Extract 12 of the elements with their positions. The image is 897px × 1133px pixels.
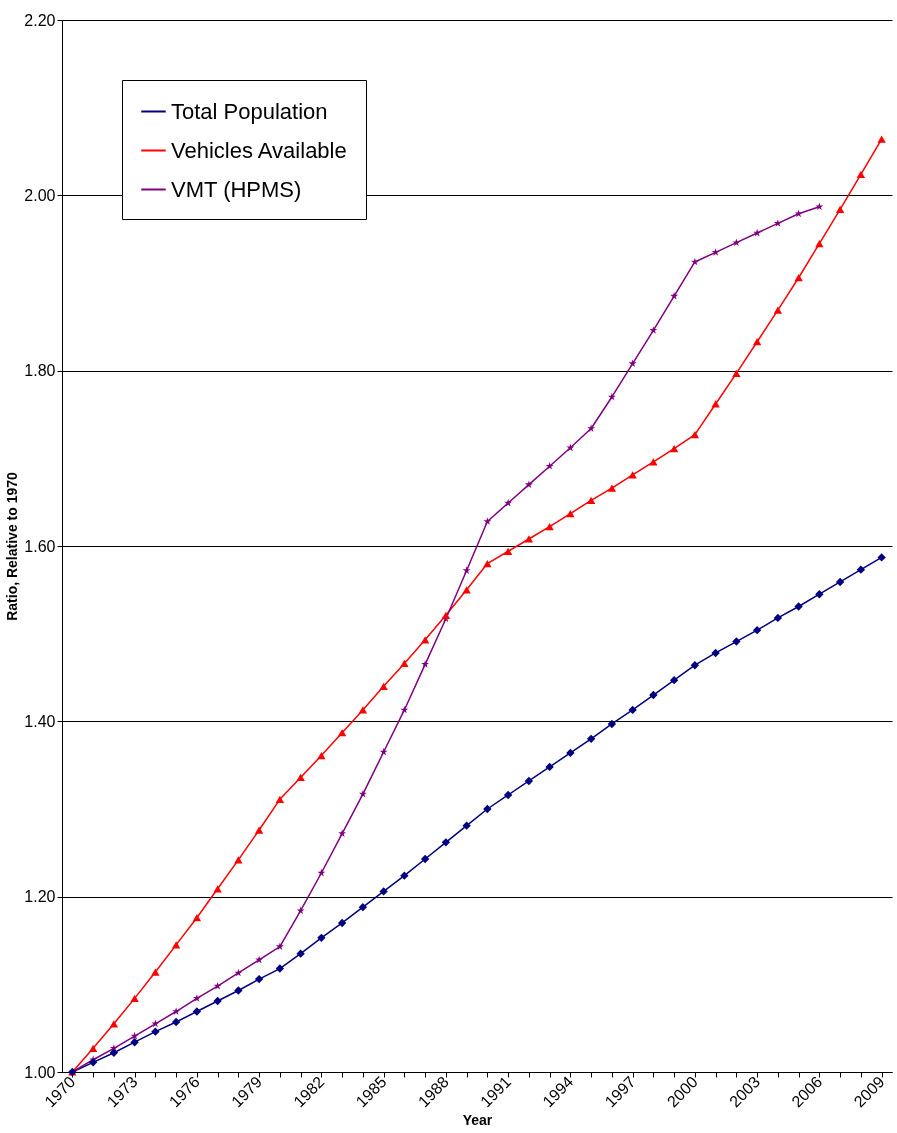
y-tick-label: 1.80 <box>24 362 56 380</box>
legend-label: Total Population <box>171 98 328 124</box>
y-tick-label: 2.20 <box>24 11 56 29</box>
legend-label: VMT (HPMS) <box>171 176 302 202</box>
y-tick-label: 1.00 <box>24 1063 56 1081</box>
y-tick-label: 1.40 <box>24 712 56 730</box>
x-axis-title: Year <box>462 1112 493 1129</box>
y-axis-title: Ratio, Relative to 1970 <box>4 471 21 621</box>
y-tick-label: 1.60 <box>24 537 56 555</box>
legend-label: Vehicles Available <box>171 137 347 163</box>
y-tick-label: 2.00 <box>24 186 56 204</box>
y-tick-label: 1.20 <box>24 888 56 906</box>
